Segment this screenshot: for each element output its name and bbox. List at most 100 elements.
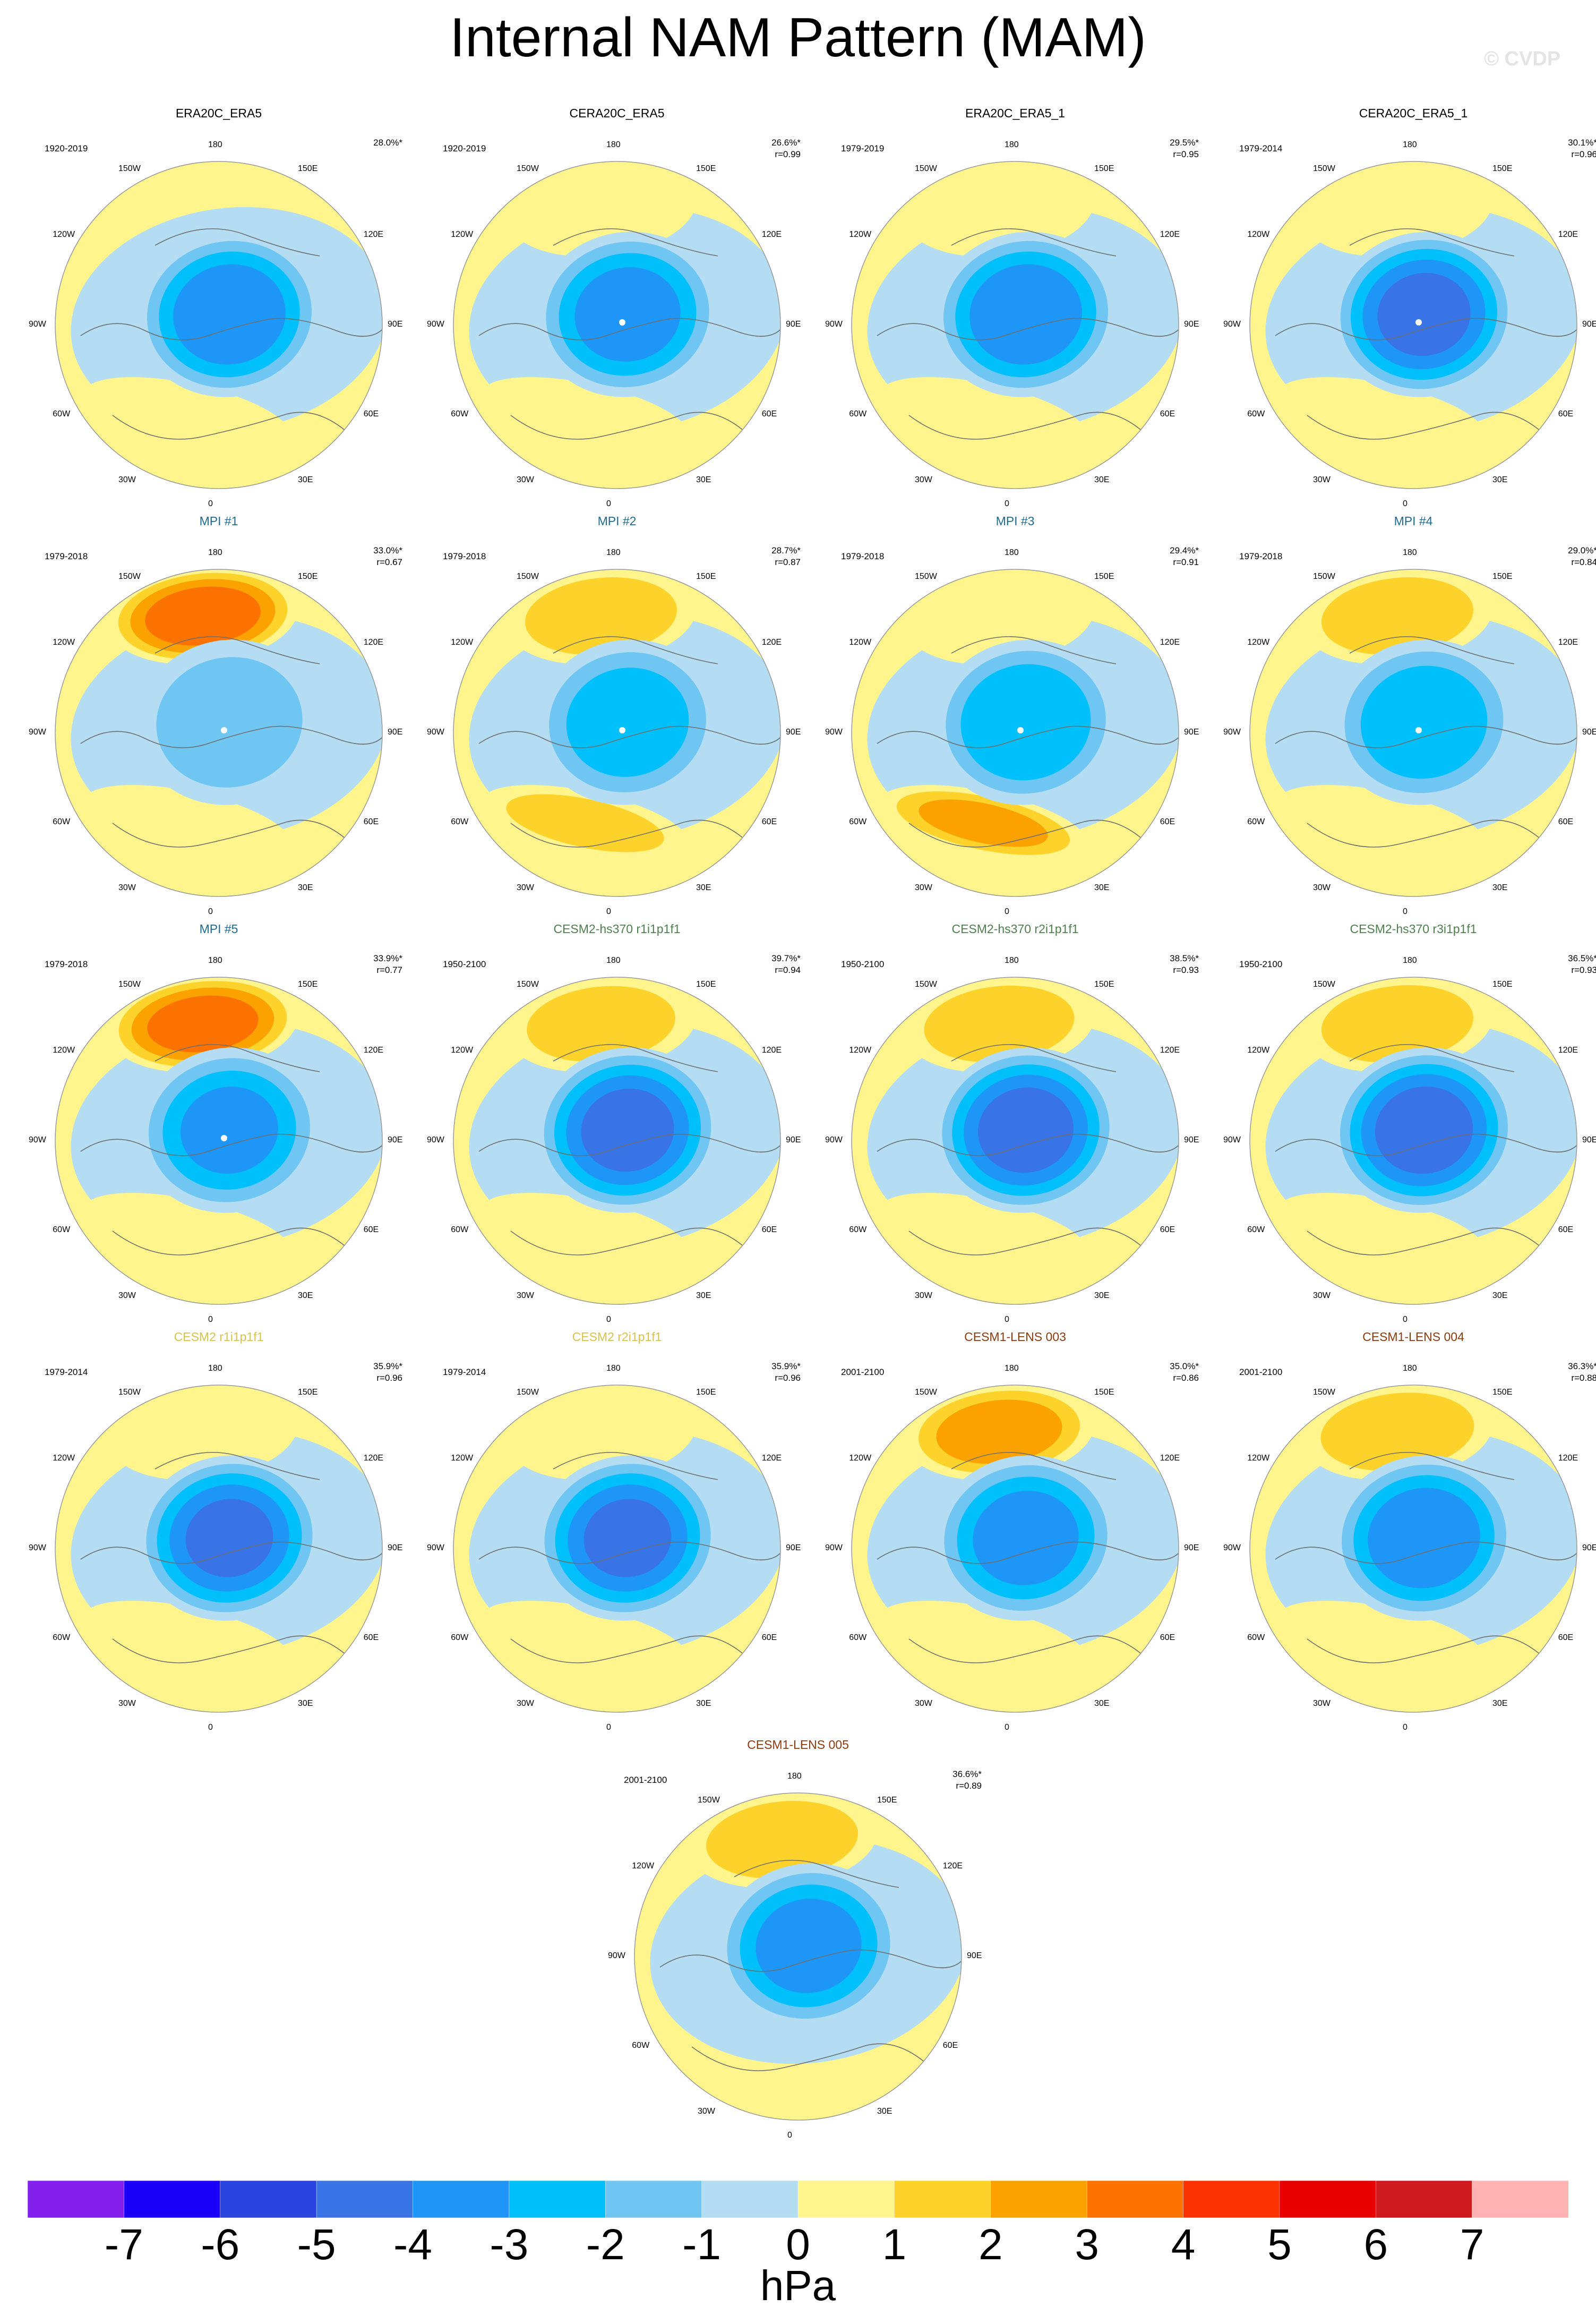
panel-period: 1920-2019	[443, 143, 486, 153]
longitude-label: 60E	[1160, 409, 1175, 418]
panel-period: 1979-2018	[45, 551, 88, 561]
longitude-label: 60E	[363, 1225, 379, 1234]
longitude-label: 60W	[849, 1225, 867, 1234]
high-contour	[505, 1385, 697, 1481]
colorbar-tick: 5	[1267, 2220, 1292, 2269]
colorbar-segment	[1279, 2181, 1377, 2218]
high-contour	[879, 377, 1088, 454]
panel-period: 1979-2018	[841, 551, 885, 561]
longitude-label: 90E	[388, 320, 403, 329]
polar-map	[1249, 1385, 1577, 1713]
longitude-label: 90E	[1582, 728, 1596, 737]
longitude-label: 150W	[1313, 572, 1335, 582]
longitude-label: 60W	[451, 817, 469, 826]
longitude-label: 30E	[298, 883, 313, 892]
longitude-label: 150E	[696, 980, 716, 989]
longitude-label: 120W	[1247, 230, 1270, 239]
longitude-label: 60W	[451, 1225, 469, 1234]
longitude-label: 30W	[915, 475, 932, 484]
longitude-label: 150E	[298, 980, 318, 989]
longitude-label: 60E	[761, 1633, 777, 1642]
polar-map	[55, 161, 383, 489]
colorbar-segment	[1086, 2181, 1184, 2218]
colorbar	[28, 2181, 1568, 2218]
pattern-correlation: r=0.91	[1173, 557, 1199, 567]
map-boundary	[851, 977, 1179, 1305]
high-contour	[1321, 985, 1474, 1063]
colorbar-segment	[1376, 2181, 1473, 2218]
panel-title: MPI #3	[996, 514, 1035, 528]
panel-title: CESM1-LENS 005	[747, 1738, 849, 1752]
map-panel: CESM1-LENS 005 2001-2100 36.6%* r=0.89 180 15…	[602, 1738, 994, 2140]
longitude-label: 60W	[1247, 1633, 1265, 1642]
map-panel: CESM2-hs370 r2i1p1f1 1950-2100 38.5%* r=0.9…	[819, 922, 1212, 1324]
longitude-label: 180	[1005, 140, 1019, 149]
polar-map	[1249, 569, 1577, 897]
longitude-label: 120W	[451, 638, 474, 647]
longitude-label: 30E	[298, 1291, 313, 1300]
longitude-label: 30W	[517, 1698, 534, 1708]
longitude-label: 90W	[825, 1135, 843, 1144]
coastline	[1349, 228, 1515, 257]
longitude-label: 30W	[1313, 475, 1331, 484]
colorbar-tick: 2	[978, 2220, 1003, 2269]
coastline	[908, 1227, 1143, 1255]
coastline	[1349, 636, 1515, 664]
colorbar-tick: 7	[1460, 2220, 1485, 2269]
high-contour	[1277, 1193, 1486, 1269]
coastline	[80, 725, 382, 748]
high-contour	[1321, 577, 1474, 655]
pattern-correlation: r=0.84	[1571, 557, 1596, 567]
high-contour	[145, 586, 261, 646]
explained-variance: 35.9%*	[771, 1361, 801, 1371]
pattern-correlation: r=0.95	[1173, 149, 1199, 159]
panel-title: CESM2-hs370 r3i1p1f1	[1350, 922, 1477, 936]
longitude-label: 90E	[786, 1543, 801, 1552]
colorbar-tick: 6	[1363, 2220, 1388, 2269]
colorbar-tick: 0	[786, 2220, 810, 2269]
high-contour	[879, 1601, 1088, 1677]
coastline	[112, 412, 347, 440]
pattern-correlation: r=0.77	[376, 965, 402, 975]
longitude-label: 30E	[1492, 1291, 1508, 1300]
longitude-label: 0	[606, 499, 611, 508]
longitude-label: 30W	[517, 1291, 534, 1300]
longitude-label: 150E	[1094, 572, 1114, 582]
longitude-label: 90W	[427, 1135, 444, 1144]
panel-stats: 35.9%* r=0.96	[373, 1361, 402, 1384]
longitude-label: 90E	[1184, 728, 1199, 737]
longitude-label: 30E	[1094, 1291, 1110, 1300]
panel-period: 1979-2018	[443, 551, 486, 561]
panel-period: 1979-2014	[45, 1367, 88, 1377]
panel-title: MPI #1	[199, 514, 238, 528]
coastline	[510, 819, 745, 848]
colorbar-segment	[509, 2181, 606, 2218]
coastline	[155, 1451, 320, 1480]
longitude-label: 0	[606, 1723, 611, 1732]
longitude-label: 30W	[517, 883, 534, 892]
longitude-label: 150W	[118, 572, 141, 582]
coastline	[112, 819, 347, 848]
longitude-label: 90E	[1582, 1543, 1596, 1552]
explained-variance: 38.5%*	[1170, 953, 1199, 963]
coastline	[908, 1635, 1143, 1663]
longitude-label: 0	[1403, 1723, 1408, 1732]
longitude-label: 60W	[451, 409, 469, 418]
longitude-label: 120W	[53, 230, 75, 239]
longitude-label: 180	[1403, 140, 1417, 149]
longitude-label: 120W	[53, 1454, 75, 1463]
high-contour	[480, 1601, 690, 1677]
longitude-label: 30W	[118, 475, 136, 484]
coastline	[1275, 318, 1577, 340]
longitude-label: 150W	[915, 980, 937, 989]
high-contour	[527, 986, 675, 1062]
map-panel: ERA20C_ERA5_1 1979-2019 29.5%* r=0.95 180 150…	[819, 106, 1212, 508]
high-contour	[879, 1193, 1088, 1269]
longitude-label: 120W	[1247, 1454, 1270, 1463]
panel-title: MPI #2	[597, 514, 637, 528]
coastline	[908, 412, 1143, 440]
longitude-label: 120E	[1558, 230, 1578, 239]
coastline	[155, 228, 320, 257]
map-boundary	[1249, 569, 1577, 897]
explained-variance: 36.3%*	[1568, 1361, 1596, 1371]
